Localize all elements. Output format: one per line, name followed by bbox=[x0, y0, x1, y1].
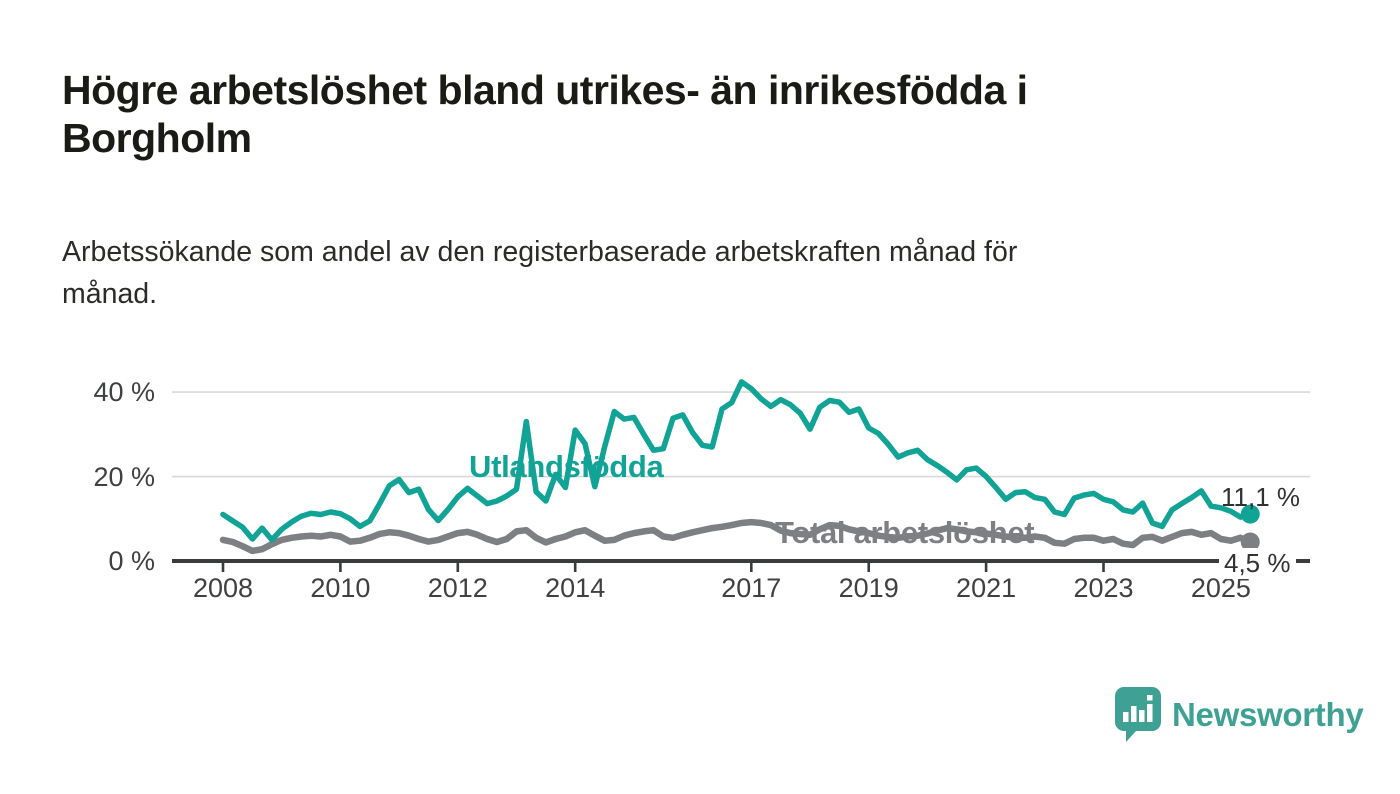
chart-subtitle: Arbetssökande som andel av den registerb… bbox=[62, 231, 1332, 315]
x-axis-label-2008: 2008 bbox=[192, 573, 254, 603]
logo-exclamation-dot bbox=[1147, 695, 1153, 701]
logo-bar-1 bbox=[1123, 712, 1129, 722]
series-label-utlandsfodda: Utlandsfödda bbox=[469, 449, 664, 484]
series-line-utlandsf-dda bbox=[220, 379, 1254, 543]
x-axis-label-2012: 2012 bbox=[427, 573, 488, 603]
y-axis-label-0: 0 % bbox=[108, 546, 155, 576]
x-axis-label-2014: 2014 bbox=[545, 573, 606, 603]
x-axis-label-2010: 2010 bbox=[310, 573, 371, 603]
subtitle-line-1: Arbetssökande som andel av den registerb… bbox=[62, 236, 1018, 268]
page-title: Högre arbetslöshet bland utrikes- än inr… bbox=[62, 66, 1332, 163]
subtitle-line-2: månad. bbox=[62, 278, 158, 311]
x-axis-label-2023: 2023 bbox=[1073, 573, 1134, 603]
title-line-2: Borgholm bbox=[62, 115, 252, 162]
x-axis-label-2019: 2019 bbox=[838, 573, 899, 603]
newsworthy-logo: Newsworthy bbox=[1114, 686, 1364, 744]
x-axis-label-2021: 2021 bbox=[956, 573, 1017, 603]
newsworthy-logo-text: Newsworthy bbox=[1172, 696, 1364, 733]
series-label-total-arbetsloshet: Total arbetslöshet bbox=[775, 515, 1035, 550]
end-value-label-total: 4,5 % bbox=[1219, 548, 1296, 579]
y-axis-label-40: 40 % bbox=[93, 377, 155, 407]
y-axis-label-20: 20 % bbox=[93, 462, 155, 492]
endpoint-dot-utlandsf-dda bbox=[1240, 504, 1260, 524]
logo-bar-2 bbox=[1131, 706, 1137, 722]
logo-exclamation-bar bbox=[1147, 704, 1153, 722]
newsworthy-logo-icon bbox=[1115, 687, 1161, 742]
logo-bubble-shape bbox=[1115, 687, 1161, 742]
endpoint-dot-total-arbetsl-shet bbox=[1240, 532, 1260, 552]
end-value-label-utlandsfodda: 11,1 % bbox=[1221, 482, 1301, 512]
title-line-1: Högre arbetslöshet bland utrikes- än inr… bbox=[62, 67, 1028, 113]
x-axis-label-2017: 2017 bbox=[721, 573, 782, 603]
logo-bar-3 bbox=[1139, 710, 1145, 722]
series-line-total-arbetsl-shet bbox=[219, 518, 1254, 555]
